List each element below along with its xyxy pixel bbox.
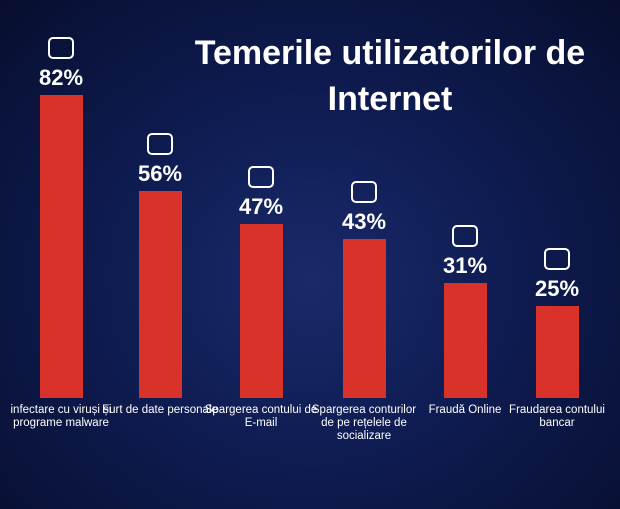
icon <box>248 166 274 189</box>
value-label: 47% <box>238 194 284 220</box>
icon <box>147 132 173 155</box>
bar <box>39 94 83 398</box>
category-label: Spargerea conturilor de pe rețelele de s… <box>311 404 417 442</box>
bar <box>239 224 283 398</box>
value-label: 25% <box>534 275 580 301</box>
chart-title: Temerile utilizatorilor de Internet <box>194 34 586 118</box>
value-label: 43% <box>341 208 387 234</box>
value-label: 56% <box>137 160 183 186</box>
value-label: 31% <box>442 253 488 279</box>
category-label: Spargerea contului de E-mail <box>204 404 318 429</box>
category-label: Fraudarea contului bancar <box>509 404 605 429</box>
bar <box>342 238 386 398</box>
bar <box>535 305 579 398</box>
icon <box>544 247 570 270</box>
icon <box>452 225 478 248</box>
category-label: infectare cu viruși și programe malware <box>10 404 112 429</box>
icon <box>48 36 74 59</box>
category-label: Furt de date personale <box>102 404 218 416</box>
value-label: 82% <box>38 64 84 90</box>
icon <box>351 180 377 203</box>
category-label: Fraudă Online <box>428 404 502 416</box>
bar <box>443 283 487 398</box>
bar <box>138 190 182 398</box>
